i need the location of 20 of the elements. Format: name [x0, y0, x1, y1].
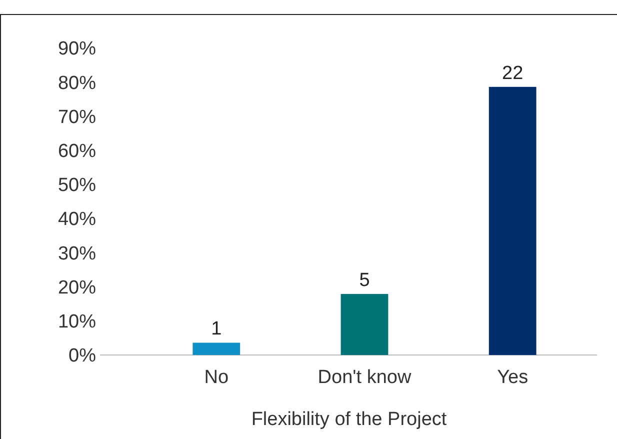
- y-tick-label: 90%: [58, 38, 96, 60]
- annotation: 1: [211, 318, 222, 340]
- bar: [340, 294, 388, 355]
- y-tick-label: 80%: [58, 72, 96, 94]
- y-tick-label: 70%: [58, 106, 96, 128]
- bar: [488, 86, 536, 355]
- x-tick-label: Don't know: [318, 367, 412, 388]
- bar: [192, 342, 240, 355]
- y-tick-label: 20%: [58, 277, 96, 298]
- y-tick-label: 60%: [58, 140, 96, 162]
- x-axis-title: Flexibility of the Project: [251, 409, 448, 430]
- y-tick-label: 50%: [58, 175, 96, 196]
- y-tick-label: 10%: [58, 312, 96, 333]
- y-tick-label: 0%: [68, 346, 96, 367]
- x-tick-label: No: [204, 367, 229, 388]
- y-tick-label: 30%: [58, 243, 96, 264]
- y-tick-label: 40%: [58, 209, 96, 230]
- annotation: 22: [502, 62, 524, 84]
- x-tick-label: Yes: [497, 367, 528, 388]
- annotation: 5: [359, 270, 370, 291]
